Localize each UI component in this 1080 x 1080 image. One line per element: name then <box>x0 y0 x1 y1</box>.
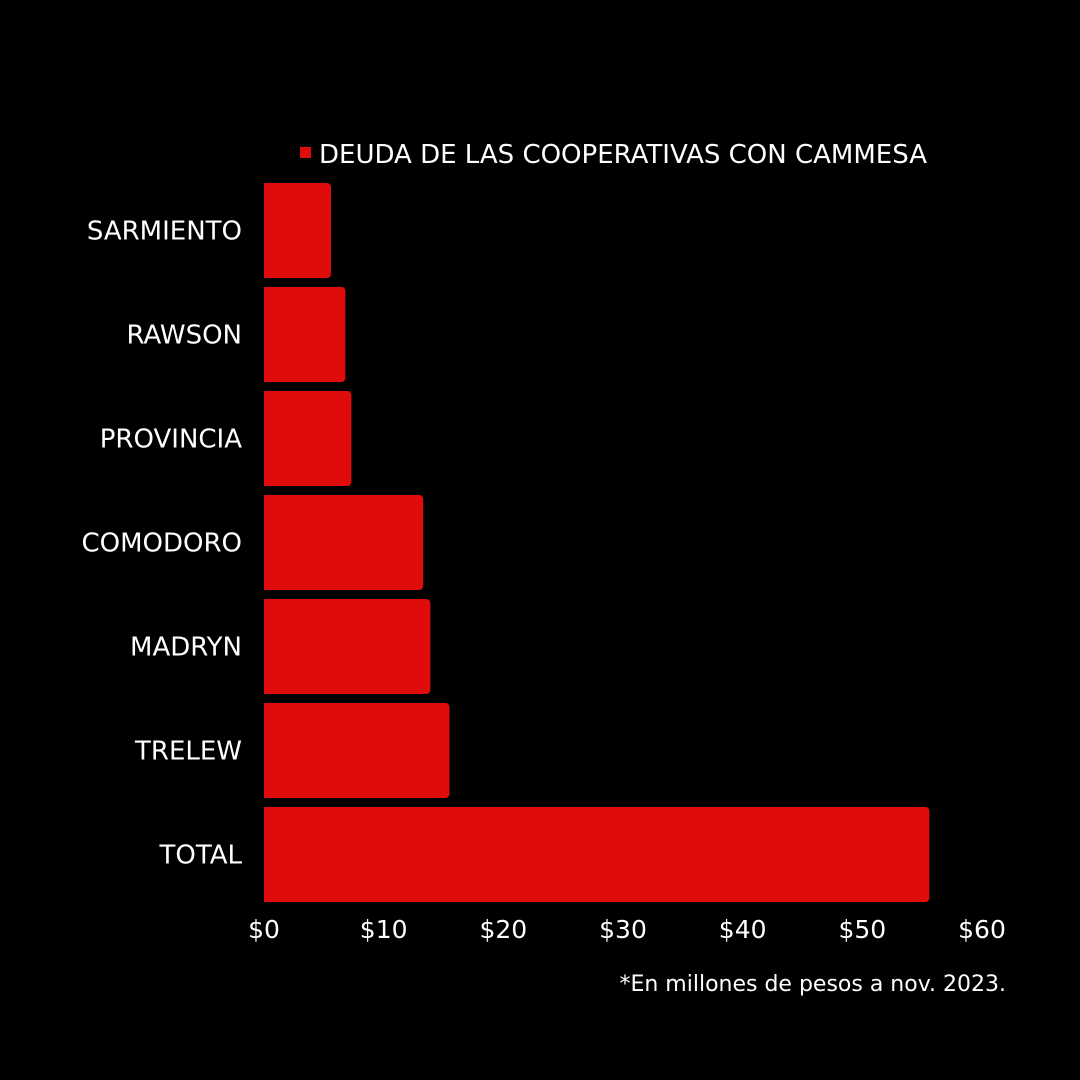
x-tick-label: $0 <box>248 915 280 944</box>
bar-madryn <box>264 599 431 694</box>
bars-group <box>264 183 930 902</box>
x-tick-label: $50 <box>838 915 886 944</box>
bar-provincia <box>264 391 352 486</box>
legend-swatch <box>300 147 311 158</box>
bar-trelew <box>264 703 450 798</box>
bar-base-rawson <box>264 287 270 382</box>
category-label: SARMIENTO <box>87 217 242 247</box>
category-labels: SARMIENTO RAWSON PROVINCIA COMODORO MADRYN TR… <box>81 217 242 871</box>
x-tick-label: $40 <box>719 915 767 944</box>
category-label: TRELEW <box>134 737 242 767</box>
bar-base-sarmiento <box>264 183 270 278</box>
bar-total <box>264 807 930 902</box>
chart-legend: DEUDA DE LAS COOPERATIVAS CON CAMMESA <box>300 140 927 170</box>
bar-base-madryn <box>264 599 270 694</box>
x-tick-label: $20 <box>479 915 527 944</box>
x-tick-label: $60 <box>958 915 1006 944</box>
category-label: MADRYN <box>130 633 242 663</box>
bar-rawson <box>264 287 346 382</box>
legend-label: DEUDA DE LAS COOPERATIVAS CON CAMMESA <box>319 140 927 170</box>
category-label: COMODORO <box>81 529 242 559</box>
x-tick-label: $30 <box>599 915 647 944</box>
category-label: RAWSON <box>126 321 242 351</box>
footnote: *En millones de pesos a nov. 2023. <box>619 972 1006 997</box>
bar-base-provincia <box>264 391 270 486</box>
bar-base-trelew <box>264 703 270 798</box>
bar-base-total <box>264 807 270 902</box>
category-label: TOTAL <box>159 841 243 871</box>
bar-sarmiento <box>264 183 332 278</box>
x-axis-ticks: $0 $10 $20 $30 $40 $50 $60 <box>248 915 1006 944</box>
x-tick-label: $10 <box>360 915 408 944</box>
bar-comodoro <box>264 495 424 590</box>
category-label: PROVINCIA <box>100 425 242 455</box>
bar-base-comodoro <box>264 495 270 590</box>
